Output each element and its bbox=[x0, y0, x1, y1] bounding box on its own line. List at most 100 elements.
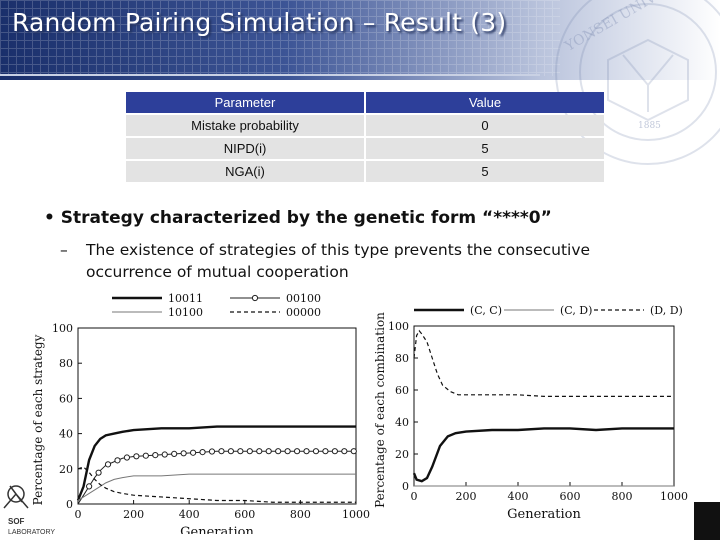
legend-label: 00000 bbox=[286, 306, 321, 319]
cell-parameter: Mistake probability bbox=[126, 115, 364, 136]
legend-label: 10100 bbox=[168, 306, 203, 319]
data-point bbox=[104, 461, 112, 468]
series-line bbox=[77, 473, 356, 501]
y-tick-label: 100 bbox=[52, 322, 73, 335]
data-point bbox=[237, 448, 244, 455]
x-tick-label: 800 bbox=[612, 490, 633, 503]
cell-parameter: NIPD(i) bbox=[126, 138, 364, 159]
y-tick-label: 0 bbox=[66, 498, 73, 511]
data-point bbox=[322, 448, 329, 455]
sub-bullet-line1: The existence of strategies of this type… bbox=[86, 241, 591, 259]
strategy-chart: 0 200 400 600 800 1000 0 20 40 60 80 100 Generation P… bbox=[31, 292, 370, 534]
series-line bbox=[76, 425, 356, 501]
data-point bbox=[142, 452, 149, 459]
data-point bbox=[114, 457, 121, 464]
table-header-row: Parameter Value bbox=[126, 92, 604, 113]
x-tick-label: 800 bbox=[290, 508, 311, 521]
y-axis-label: Percentage of each strategy bbox=[31, 334, 45, 505]
header-grid-pattern bbox=[0, 0, 560, 76]
data-point bbox=[123, 454, 131, 461]
sub-bullet: – The existence of strategies of this typ… bbox=[60, 239, 680, 283]
legend-label: 00100 bbox=[286, 292, 321, 305]
data-point bbox=[152, 452, 159, 459]
sub-bullet-dash: – bbox=[60, 241, 68, 259]
header-band bbox=[0, 0, 720, 80]
y-tick-label: 20 bbox=[395, 448, 409, 461]
x-tick-label: 600 bbox=[234, 508, 255, 521]
table-row: Mistake probability 0 bbox=[126, 115, 604, 136]
header-parameter: Parameter bbox=[126, 92, 364, 113]
data-point bbox=[265, 448, 272, 455]
legend-label: (C, D) bbox=[560, 304, 592, 317]
corner-marker bbox=[694, 502, 720, 540]
cell-value: 0 bbox=[366, 115, 604, 136]
main-bullet: • Strategy characterized by the genetic … bbox=[44, 208, 552, 228]
x-tick-label: 200 bbox=[456, 490, 477, 503]
x-tick-label: 400 bbox=[179, 508, 200, 521]
logo-text-2: LABORATORY bbox=[8, 529, 55, 536]
x-axis-label: Generation bbox=[180, 525, 254, 534]
seal-year: 1885 bbox=[638, 121, 661, 131]
x-tick-label: 0 bbox=[411, 490, 418, 503]
header-divider bbox=[0, 74, 540, 76]
sub-bullet-line2: occurrence of mutual cooperation bbox=[86, 263, 349, 281]
parameter-table: Parameter Value Mistake probability 0 NI… bbox=[124, 90, 606, 184]
data-point bbox=[161, 451, 168, 458]
data-point bbox=[246, 448, 253, 455]
data-point bbox=[208, 448, 216, 455]
table-row: NGA(i) 5 bbox=[126, 161, 604, 182]
data-point bbox=[199, 449, 206, 456]
y-tick-label: 60 bbox=[395, 384, 409, 397]
university-seal-watermark: YONSEI UNIVERSITY 1885 bbox=[555, 0, 720, 165]
data-point bbox=[293, 448, 301, 455]
data-point bbox=[171, 450, 178, 458]
x-tick-label: 0 bbox=[75, 508, 82, 521]
data-point bbox=[312, 448, 320, 455]
data-point bbox=[275, 448, 282, 455]
series-line bbox=[77, 466, 356, 503]
y-tick-label: 60 bbox=[59, 392, 73, 405]
main-bullet-text: Strategy characterized by the genetic fo… bbox=[60, 208, 552, 228]
data-point bbox=[350, 448, 357, 455]
legend-marker bbox=[251, 294, 259, 302]
data-point bbox=[133, 453, 140, 460]
legend-label: (D, D) bbox=[650, 304, 683, 317]
x-tick-label: 600 bbox=[560, 490, 581, 503]
legend-label: (C, C) bbox=[470, 304, 502, 317]
logo-text-1: SOF bbox=[8, 517, 25, 526]
x-tick-label: 1000 bbox=[342, 508, 370, 521]
data-point bbox=[331, 448, 338, 455]
data-point bbox=[189, 449, 197, 456]
y-tick-label: 40 bbox=[395, 416, 409, 429]
data-point bbox=[284, 448, 291, 455]
slide-title: Random Pairing Simulation – Result (3) bbox=[12, 8, 507, 37]
y-tick-label: 80 bbox=[395, 352, 409, 365]
data-point bbox=[303, 448, 310, 455]
y-tick-label: 100 bbox=[388, 320, 409, 333]
y-tick-label: 40 bbox=[59, 428, 73, 441]
data-point bbox=[341, 448, 348, 455]
series-line bbox=[412, 427, 674, 483]
x-tick-label: 200 bbox=[123, 508, 144, 521]
lab-logo: SOF LABORATORY bbox=[3, 485, 55, 536]
data-point bbox=[218, 448, 225, 455]
x-tick-label: 400 bbox=[508, 490, 529, 503]
data-point bbox=[227, 448, 234, 455]
data-point bbox=[95, 469, 102, 476]
y-tick-label: 0 bbox=[402, 480, 409, 493]
plot-frame bbox=[413, 325, 675, 487]
cell-parameter: NGA(i) bbox=[126, 161, 364, 182]
x-axis-label: Generation bbox=[507, 507, 581, 522]
cell-value: 5 bbox=[366, 138, 604, 159]
y-axis-label: Percentage of each combination bbox=[373, 312, 387, 508]
data-point bbox=[86, 483, 93, 490]
data-point bbox=[256, 448, 263, 455]
header-value: Value bbox=[366, 92, 604, 113]
data-point bbox=[180, 450, 187, 457]
cell-value: 5 bbox=[366, 161, 604, 182]
plot-frame bbox=[77, 327, 357, 505]
legend-label: 10011 bbox=[168, 292, 203, 305]
combination-chart: 0 200 400 600 800 1000 0 20 40 60 80 100 Generation P… bbox=[373, 304, 688, 522]
table-row: NIPD(i) 5 bbox=[126, 138, 604, 159]
x-tick-label: 1000 bbox=[660, 490, 688, 503]
